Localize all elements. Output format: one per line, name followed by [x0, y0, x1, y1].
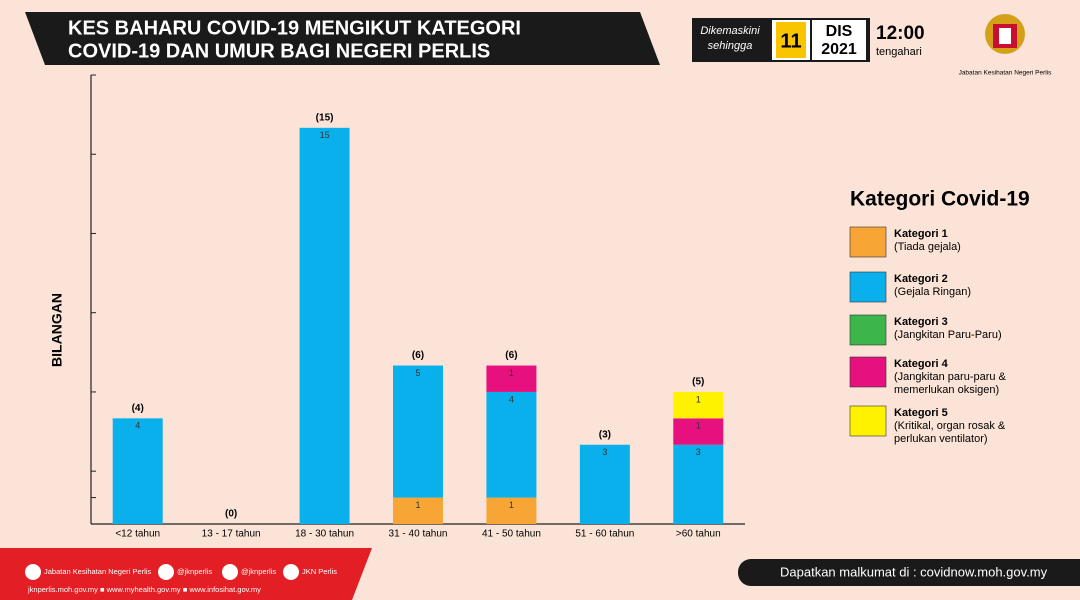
period: tengahari [876, 46, 922, 58]
legend-description: (Jangkitan Paru-Paru) [894, 329, 1002, 341]
legend-description-line: (Gejala Ringan) [894, 286, 971, 298]
segment-label: 1 [509, 500, 514, 510]
total-label: (3) [599, 429, 611, 440]
bar-segment [393, 497, 443, 524]
bar-segment [486, 365, 537, 392]
social-handle: @jknperlis [241, 567, 276, 576]
x-tick-label: 31 - 40 tahun [389, 529, 448, 540]
x-tick-label: 41 - 50 tahun [482, 529, 541, 540]
legend-name: Kategori 5 [894, 407, 948, 419]
x-tick-label: >60 tahun [676, 529, 721, 540]
legend-name: Kategori 4 [894, 358, 949, 370]
social-icon [222, 564, 238, 580]
y-axis-label: BILANGAN [49, 293, 65, 367]
social-handle: @jknperlis [177, 567, 212, 576]
total-label: (6) [505, 350, 517, 361]
bar-segment [673, 418, 724, 445]
bar-segment [673, 391, 724, 419]
crest [985, 14, 1025, 54]
info-text: Dapatkan malkumat di : covidnow.moh.gov.… [780, 564, 1048, 579]
segment-label: 1 [696, 421, 701, 431]
segment-label: 15 [320, 130, 330, 140]
segment-label: 1 [415, 500, 420, 510]
info-bar [738, 559, 1080, 586]
social-icon [158, 564, 174, 580]
legend-description-line: perlukan ventilator) [894, 433, 988, 445]
total-label: (6) [412, 350, 424, 361]
month-card [812, 20, 866, 60]
bar-segment [486, 391, 537, 498]
segment-label: 5 [415, 368, 420, 378]
total-label: (15) [316, 112, 334, 123]
legend-description: (Gejala Ringan) [894, 286, 971, 298]
legend-description-line: memerlukan oksigen) [894, 384, 999, 396]
bar-segment [673, 444, 724, 524]
bar-segment [299, 127, 350, 524]
legend-description-line: (Tiada gejala) [894, 241, 961, 253]
legend-swatch [849, 226, 887, 258]
legend-title: Kategori Covid-19 [850, 188, 1030, 211]
legend-description: (Kritikal, organ rosak & perlukan ventila… [894, 420, 1006, 445]
month: DIS [826, 23, 853, 40]
social-handle: JKN Perlis [302, 567, 337, 576]
bar-segment [579, 444, 630, 524]
legend-name: Kategori 2 [894, 273, 948, 285]
legend-description: (Jangkitan paru-paru & memerlukan oksigen… [894, 371, 1007, 396]
bar-segment [486, 497, 537, 524]
legend-swatch [849, 271, 887, 303]
updated-label: sehingga [708, 40, 753, 52]
legend-description-line: (Kritikal, organ rosak & [894, 420, 1006, 432]
legend-description-line: (Jangkitan paru-paru & [894, 371, 1007, 383]
day-highlight [776, 22, 806, 58]
chart-title: COVID-19 DAN UMUR BAGI NEGERI PERLIS [68, 40, 490, 62]
segment-label: 3 [602, 447, 607, 457]
segment-label: 4 [135, 421, 140, 431]
legend-swatch [849, 405, 887, 437]
total-label: (4) [132, 403, 144, 414]
social-icon [283, 564, 299, 580]
legend-swatch [849, 314, 887, 346]
legend-name: Kategori 3 [894, 316, 948, 328]
websites: jknperlis.moh.gov.my ■ www.myhealth.gov.… [27, 585, 261, 594]
segment-label: 4 [509, 394, 514, 404]
legend-name: Kategori 1 [894, 228, 948, 240]
x-tick-label: 51 - 60 tahun [575, 529, 634, 540]
total-label: (0) [225, 509, 237, 520]
x-tick-label: 13 - 17 tahun [202, 529, 261, 540]
crest-center [999, 28, 1011, 44]
segment-label: 3 [696, 447, 701, 457]
legend-swatch [849, 356, 887, 388]
total-label: (5) [692, 377, 704, 388]
segment-label: 1 [509, 368, 514, 378]
title-banner [25, 12, 660, 65]
social-icon [25, 564, 41, 580]
year: 2021 [821, 41, 857, 58]
day: 11 [780, 30, 801, 52]
bar-segment [112, 418, 163, 524]
social-handle: Jabatan Kesihatan Negeri Perlis [44, 567, 151, 576]
x-tick-label: 18 - 30 tahun [295, 529, 354, 540]
bar-segment [393, 365, 443, 498]
footer-banner [0, 548, 372, 600]
x-tick-label: <12 tahun [115, 529, 160, 540]
legend-description: (Tiada gejala) [894, 241, 961, 253]
time: 12:00 [876, 23, 925, 44]
segment-label: 1 [696, 394, 701, 404]
department: Jabatan Kesihatan Negeri Perlis [959, 70, 1053, 77]
updated-label: Dikemaskini [700, 25, 760, 37]
chart-title: KES BAHARU COVID-19 MENGIKUT KATEGORI [68, 17, 521, 39]
legend-description-line: (Jangkitan Paru-Paru) [894, 329, 1002, 341]
